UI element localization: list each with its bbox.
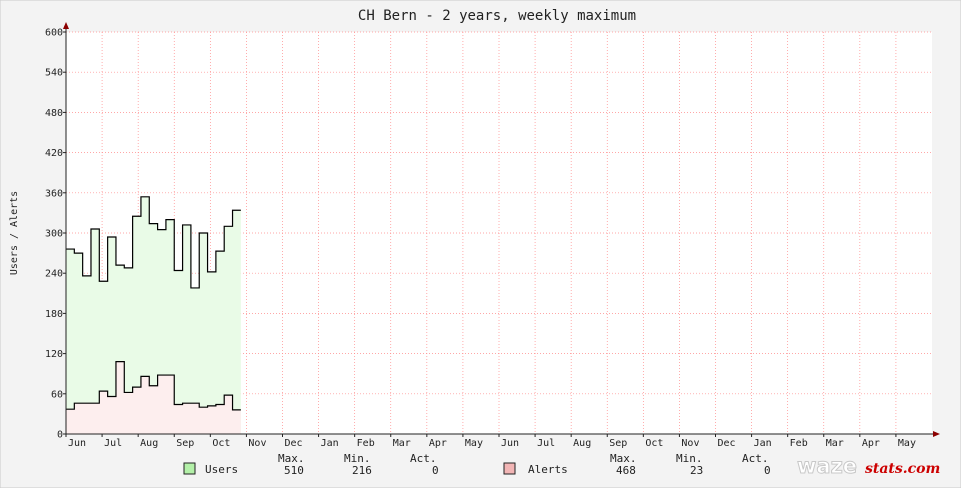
series-areas	[66, 196, 241, 434]
legend-alerts: Alerts Max. Min. Act. 468 23 0	[503, 452, 771, 477]
x-tick-label: Apr	[429, 438, 447, 449]
y-tick-label: 360	[45, 188, 63, 199]
legend-swatch-alerts	[503, 462, 516, 475]
x-tick-label: Sep	[609, 438, 627, 449]
legend-min-alerts: 23	[690, 464, 703, 477]
legend-act-label-users: Act.	[410, 452, 437, 465]
y-tick-label: 300	[45, 229, 63, 240]
x-tick-label: Nov	[248, 438, 266, 449]
legend-swatch-users	[183, 462, 196, 475]
y-tick-label: 60	[51, 389, 63, 400]
legend-act-users: 0	[432, 464, 439, 477]
y-tick-label: 420	[45, 148, 63, 159]
y-tick-label: 600	[45, 28, 63, 39]
x-tick-label: Sep	[176, 438, 194, 449]
x-tick-label: Aug	[573, 438, 591, 449]
x-tick-label: Jun	[501, 438, 519, 449]
legend-min-label-alerts: Min.	[676, 452, 703, 465]
legend-max-label-users: Max.	[278, 452, 305, 465]
wazestats-logo: waze stats.com	[797, 454, 941, 479]
series-line-users	[66, 196, 241, 289]
brand-waze: waze	[797, 454, 857, 478]
x-tick-label: Apr	[862, 438, 880, 449]
legend-act-label-alerts: Act.	[742, 452, 769, 465]
y-axis-arrow	[63, 22, 69, 29]
chart-title: CH Bern - 2 years, weekly maximum	[358, 8, 636, 24]
x-tick-label: Mar	[826, 438, 844, 449]
x-tick-labels: Jun Jul Aug Sep Oct Nov Dec Jan Feb Mar Apr May Jun J…	[68, 438, 916, 449]
x-tick-label: Jun	[68, 438, 86, 449]
y-axis-label: Users / Alerts	[9, 191, 20, 275]
legend-label-alerts: Alerts	[528, 463, 568, 476]
legend-label-users: Users	[205, 463, 238, 476]
legend-max-label-alerts: Max.	[610, 452, 637, 465]
y-tick-label: 240	[45, 269, 63, 280]
legend-max-users: 510	[284, 464, 304, 477]
x-tick-label: Feb	[790, 438, 808, 449]
x-tick-label: Dec	[718, 438, 736, 449]
legend-min-users: 216	[352, 464, 372, 477]
legend-users: Users Max. Min. Act. 510 216 0	[183, 452, 439, 477]
x-tick-label: Feb	[357, 438, 375, 449]
y-tick-label: 540	[45, 68, 63, 79]
y-tick-label: 0	[57, 430, 63, 441]
grid	[63, 31, 932, 437]
x-tick-label: Jan	[321, 438, 339, 449]
x-tick-label: Aug	[140, 438, 158, 449]
legend-min-label-users: Min.	[344, 452, 371, 465]
y-tick-labels: 0 60 120 180 240 300 360 420 480 540 600	[45, 28, 63, 441]
axes	[63, 22, 940, 437]
x-tick-label: Jul	[537, 438, 555, 449]
y-tick-label: 480	[45, 108, 63, 119]
x-axis-arrow	[933, 431, 940, 437]
series-line-alerts	[66, 361, 241, 411]
x-tick-label: May	[898, 438, 916, 449]
x-tick-label: Jul	[104, 438, 122, 449]
x-tick-label: Jan	[754, 438, 772, 449]
x-tick-label: Mar	[393, 438, 411, 449]
series-lines	[66, 196, 241, 411]
legend: Users Max. Min. Act. 510 216 0 Alerts Ma…	[183, 452, 771, 477]
x-tick-label: May	[465, 438, 483, 449]
series-area-users	[66, 196, 241, 434]
x-tick-label: Oct	[212, 438, 230, 449]
x-tick-label: Oct	[645, 438, 663, 449]
legend-max-alerts: 468	[616, 464, 636, 477]
brand-stats: stats.com	[865, 461, 940, 477]
legend-act-alerts: 0	[764, 464, 771, 477]
y-tick-label: 180	[45, 309, 63, 320]
x-tick-label: Dec	[285, 438, 303, 449]
y-tick-label: 120	[45, 349, 63, 360]
x-tick-label: Nov	[681, 438, 699, 449]
series-area-alerts	[66, 361, 241, 434]
